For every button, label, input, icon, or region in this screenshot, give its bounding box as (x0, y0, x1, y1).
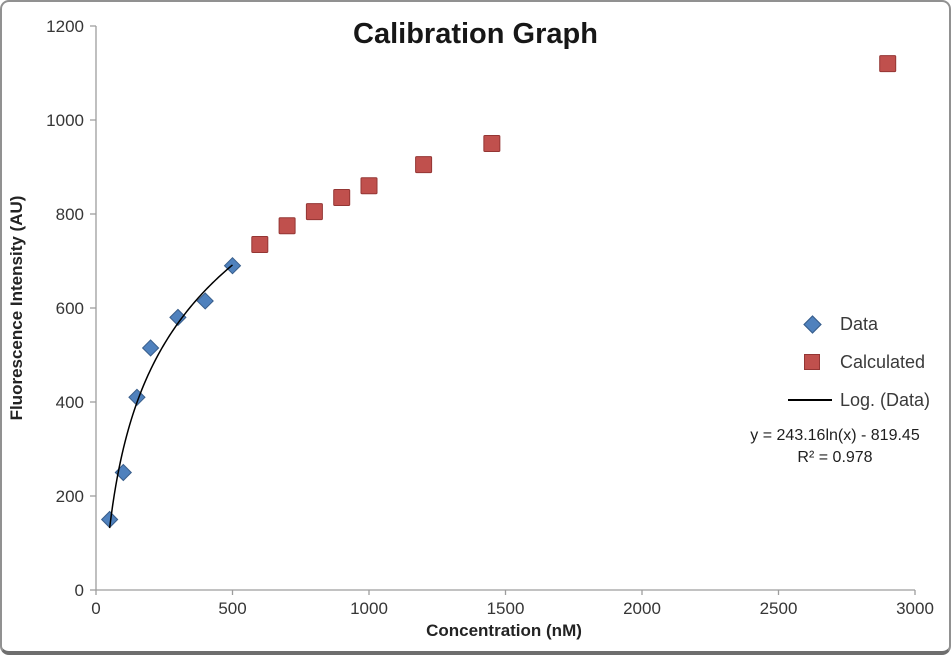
y-tick-label: 200 (56, 487, 84, 506)
y-tick-label: 400 (56, 393, 84, 412)
data-point-diamond (196, 292, 214, 310)
diamond-marker-icon (803, 314, 822, 334)
y-axis-title: Fluorescence Intensity (AU) (7, 195, 26, 421)
legend: Data Calculated Log. (Data) (788, 305, 930, 419)
data-point-square (278, 217, 296, 235)
x-tick-label: 1500 (487, 599, 525, 618)
y-tick-label: 1000 (46, 111, 84, 130)
data-point-square (251, 236, 269, 254)
data-point-square (360, 177, 378, 195)
x-tick-label: 2000 (623, 599, 661, 618)
legend-marker-cell (788, 314, 836, 334)
data-point-square (333, 189, 351, 207)
data-point-diamond (141, 339, 160, 357)
legend-item-calculated: Calculated (788, 343, 930, 381)
legend-label-data: Data (840, 313, 879, 334)
chart-title: Calibration Graph (353, 18, 598, 50)
trendline-marker-icon (788, 399, 832, 401)
equation-text: y = 243.16ln(x) - 819.45 (750, 427, 920, 444)
y-tick-label: 800 (56, 205, 84, 224)
legend-marker-cell (788, 399, 836, 401)
x-tick-label: 2500 (760, 599, 798, 618)
x-tick-label: 500 (218, 599, 246, 618)
y-tick-label: 600 (56, 299, 84, 318)
r-squared-text: R² = 0.978 (797, 449, 873, 466)
data-point-square (305, 203, 323, 221)
square-marker-icon (804, 354, 820, 370)
x-tick-label: 0 (91, 599, 100, 618)
legend-item-data: Data (788, 305, 930, 343)
data-point-diamond (169, 308, 187, 327)
y-tick-label: 1200 (46, 17, 84, 36)
x-tick-label: 1000 (350, 599, 388, 618)
legend-label-trendline: Log. (Data) (840, 389, 931, 410)
legend-marker-cell (788, 354, 836, 370)
trendline-annotation: y = 243.16ln(x) - 819.45 R² = 0.978 (707, 425, 949, 469)
legend-item-trendline: Log. (Data) (788, 381, 930, 419)
y-tick-label: 0 (75, 581, 84, 600)
x-tick-label: 3000 (896, 599, 934, 618)
trendline-curve (108, 264, 233, 529)
legend-label-calculated: Calculated (840, 351, 926, 372)
data-point-square (415, 156, 433, 174)
data-point-square (483, 135, 501, 152)
data-point-square (879, 55, 897, 73)
x-axis-title: Concentration (nM) (426, 621, 582, 640)
